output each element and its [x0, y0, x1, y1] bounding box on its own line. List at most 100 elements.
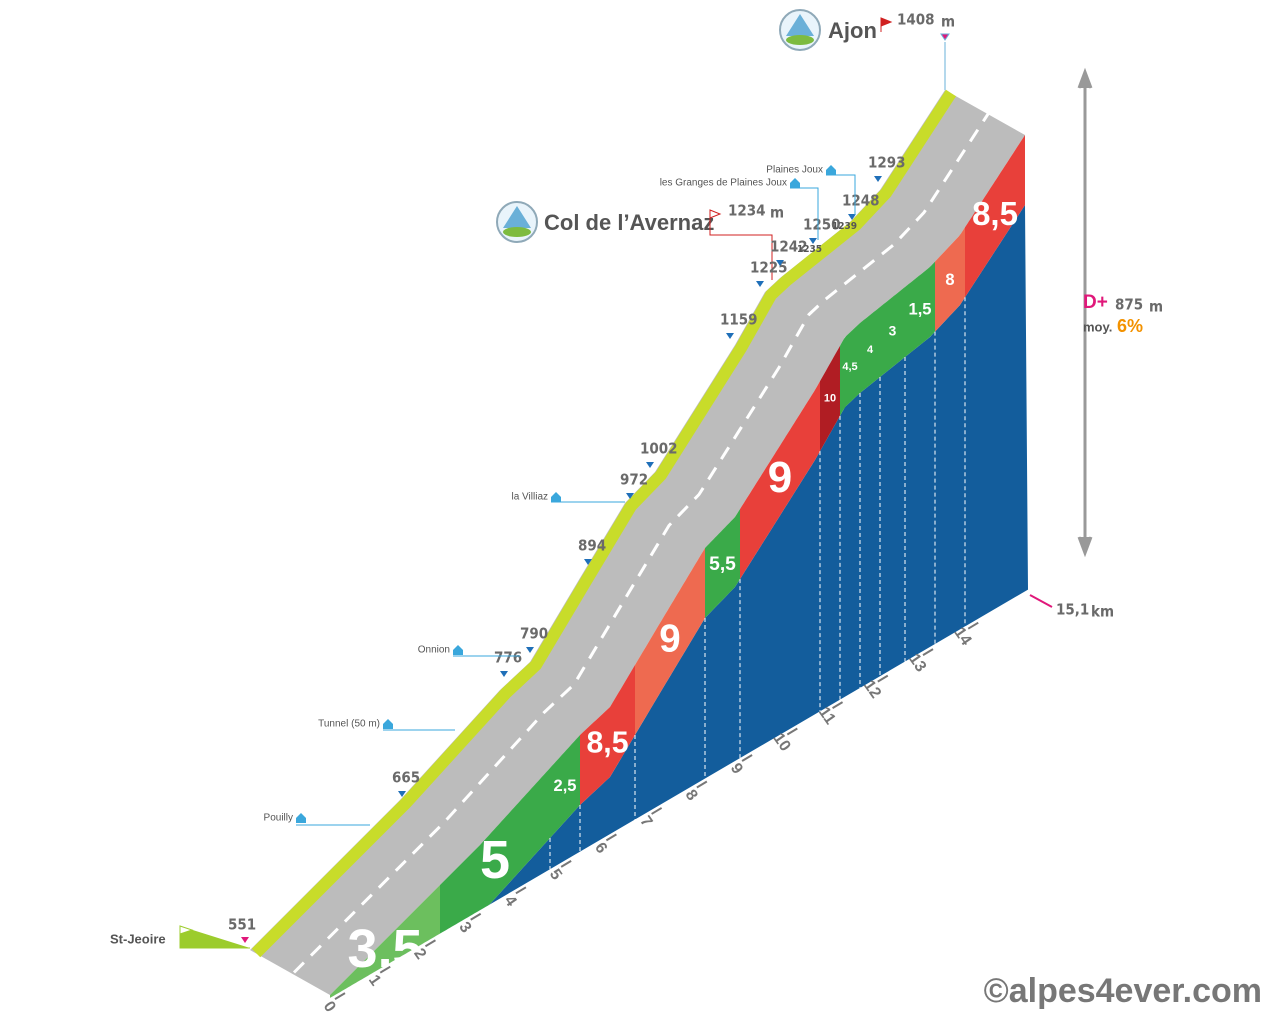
gradient-label: 4,5	[842, 361, 857, 373]
gradient-label: 5,5	[709, 554, 736, 575]
place-label: Plaines Joux	[766, 165, 823, 176]
summit-icon	[779, 9, 821, 51]
distance-value: 15,1	[1056, 601, 1089, 619]
distance-line	[1029, 594, 1053, 608]
altitude-marker	[500, 671, 508, 677]
gradient-band	[580, 665, 635, 805]
altitude-label: 1002	[640, 440, 678, 458]
km-tick	[424, 939, 436, 948]
altitude-label: 1159	[720, 311, 758, 329]
km-tick	[560, 859, 572, 868]
col-name: Col de l’Avernaz	[544, 210, 714, 235]
altitude-marker	[756, 281, 764, 287]
km-tick	[379, 965, 391, 974]
altitude-label: 1248	[842, 192, 880, 210]
gradient-label: 9	[659, 618, 680, 661]
summit-altitude: 1408	[897, 11, 935, 29]
distance-unit: km	[1091, 603, 1114, 621]
km-tick	[651, 807, 663, 815]
km-label: 11	[815, 704, 839, 728]
gradient-label: 2,5	[554, 777, 577, 795]
gradient-label: 10	[824, 392, 836, 404]
altitude-marker	[626, 493, 634, 499]
flag	[880, 17, 893, 32]
summit-unit: m	[941, 13, 955, 31]
gradient-band	[635, 548, 705, 735]
altitude-marker	[398, 791, 406, 797]
climb-value: 875	[1115, 296, 1143, 314]
gradient-band	[965, 135, 1025, 298]
gradient-band	[820, 345, 840, 452]
side-wall	[330, 205, 1028, 998]
gradient-label: 4	[867, 344, 874, 356]
average-value: 6%	[1117, 316, 1143, 336]
gradient-label: 3	[889, 324, 897, 339]
gradient-band	[550, 735, 580, 838]
km-tick	[605, 833, 617, 842]
climb-unit: m	[1149, 298, 1163, 316]
climb-label: D+	[1083, 292, 1108, 313]
km-tick	[967, 621, 979, 630]
gradient-band	[330, 885, 440, 998]
place-icon	[453, 645, 463, 655]
gradient-band	[935, 227, 965, 332]
place-icon	[296, 813, 306, 823]
gradient-label: 8,5	[586, 726, 628, 759]
gradient-label: 8	[945, 271, 954, 289]
km-tick	[696, 780, 708, 789]
altitude-marker	[874, 176, 882, 182]
gradient-band	[840, 323, 860, 416]
km-tick	[786, 727, 798, 736]
summit-marker	[940, 33, 950, 90]
col-altitude: 1234	[728, 202, 766, 220]
altitude-marker	[726, 333, 734, 339]
start-flag	[179, 925, 250, 949]
col-icon	[496, 201, 538, 243]
place-icon	[790, 178, 800, 188]
gradient-band	[880, 287, 905, 377]
place-label: les Granges de Plaines Joux	[660, 178, 787, 189]
road-line	[292, 111, 991, 974]
altitude-marker	[809, 238, 817, 244]
height-arrow	[1077, 67, 1093, 558]
altitude-label: 972	[620, 471, 648, 489]
place-label: Onnion	[418, 645, 450, 656]
altitude-label: 776	[494, 649, 522, 667]
km-tick	[832, 701, 844, 709]
km-tick	[922, 648, 934, 657]
gradient-band	[860, 307, 880, 393]
altitude-marker	[776, 260, 784, 266]
gradient-band	[740, 381, 820, 580]
average-label: moy.	[1083, 319, 1112, 334]
summit-name: Ajon	[828, 18, 877, 43]
place-icon	[826, 165, 836, 175]
km-label: 0	[320, 998, 339, 1015]
altitude-label: 665	[392, 769, 420, 787]
altitude-label: 894	[578, 537, 606, 555]
gradient-label: 8,5	[972, 195, 1018, 232]
place-icon	[551, 492, 561, 502]
gradient-label: 9	[768, 453, 792, 502]
flag	[709, 209, 773, 280]
place-icon	[383, 719, 393, 729]
altitude-label: 790	[520, 625, 548, 643]
profile-shapes	[250, 89, 1028, 998]
km-tick	[877, 674, 889, 683]
start-name: St-Jeoire	[110, 931, 166, 946]
altitude-label: 1293	[868, 154, 906, 172]
altitude-label: 1239	[832, 221, 857, 232]
altitude-label: 1242	[770, 238, 808, 256]
altitude-label: 1235	[797, 244, 822, 255]
gradient-band	[440, 768, 550, 934]
altitude-label: 1250	[803, 216, 841, 234]
altitude-marker	[848, 214, 856, 220]
km-tick	[470, 912, 482, 921]
km-tick	[741, 754, 753, 762]
marker	[241, 937, 249, 943]
start-altitude: 551	[228, 916, 256, 934]
gradient-band	[705, 509, 740, 618]
gradient-band	[905, 261, 935, 357]
gradient-label: 5	[480, 830, 510, 890]
altitude-marker	[526, 647, 534, 653]
